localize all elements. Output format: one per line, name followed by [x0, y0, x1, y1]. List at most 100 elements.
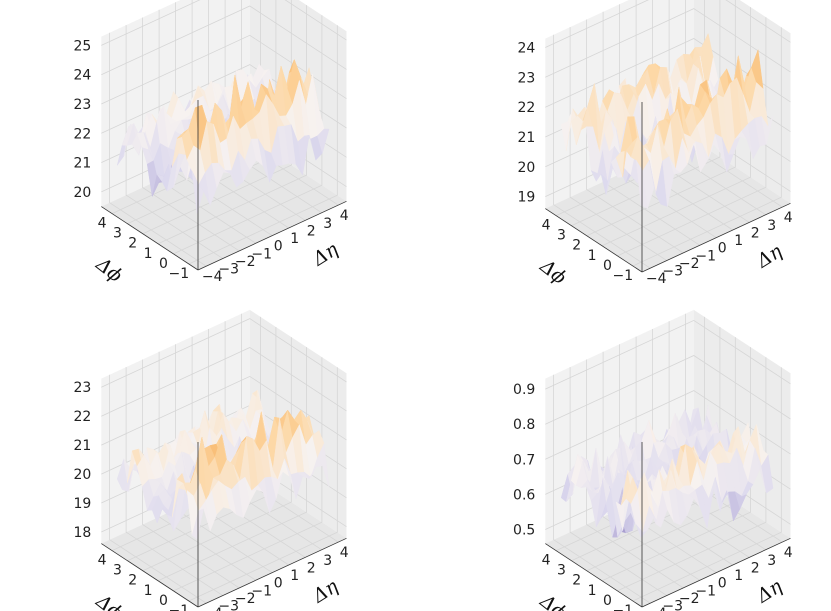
x-axis-label: Δη [752, 575, 786, 608]
x-tick-label: 0 [718, 576, 727, 592]
y-axis-line [545, 543, 643, 608]
y-tick-label: 2 [128, 236, 137, 252]
y-tick-label: 2 [572, 573, 581, 589]
gridline-x [125, 25, 224, 259]
surface-facet [317, 128, 330, 154]
gridline-y [601, 7, 751, 247]
gridline-y [617, 357, 767, 592]
gridline-y [157, 347, 308, 582]
z-tick-label: 24 [517, 41, 535, 57]
z-tick-label: 18 [73, 525, 91, 541]
gridline-y [173, 15, 323, 255]
x-tick-label: 1 [290, 231, 299, 247]
gridline-y [617, 17, 767, 257]
x-axis-line [641, 202, 791, 273]
gridline-x [602, 351, 701, 581]
z-tick-label: 0.8 [513, 417, 535, 433]
z-tick-label: 20 [73, 185, 91, 201]
gridline-x [142, 359, 240, 589]
y-tick-label: 0 [603, 258, 612, 274]
z-tick-label: 22 [73, 409, 91, 425]
x-tick-label: 1 [734, 233, 743, 249]
x-tick-label: −4 [646, 271, 667, 287]
gridline-z [545, 355, 791, 425]
gridline-z [101, 375, 347, 446]
gridline-z [101, 34, 347, 105]
y-tick-label: 4 [98, 216, 107, 232]
x-tick-label: −4 [202, 606, 223, 611]
x-axis-line [197, 200, 347, 271]
x-tick-label: 3 [767, 553, 776, 569]
x-tick-label: 1 [734, 568, 743, 584]
y-axis-label: Δϕ [535, 255, 570, 289]
x-tick-label: −2 [235, 254, 256, 270]
x-tick-label: 4 [784, 545, 793, 561]
x-tick-label: 2 [307, 223, 316, 239]
y-tick-label: −1 [612, 268, 633, 284]
gridline-z [101, 318, 347, 388]
z-tick-label: 0.9 [513, 382, 535, 398]
x-tick-label: 1 [290, 568, 299, 584]
x-tick-label: 0 [718, 241, 727, 257]
y-tick-label: 4 [98, 553, 107, 569]
z-tick-label: 22 [73, 126, 91, 142]
y-tick-label: 2 [572, 238, 581, 254]
y-tick-label: 0 [159, 256, 168, 272]
z-tick-label: 21 [73, 438, 91, 454]
z-tick-label: 24 [73, 68, 91, 84]
gridline-x [586, 19, 684, 254]
x-tick-label: −4 [202, 269, 223, 285]
z-tick-label: 21 [73, 156, 91, 172]
gridline-y [142, 337, 292, 572]
z-tick-label: 23 [73, 97, 91, 113]
z-tick-label: 20 [517, 160, 535, 176]
x-tick-label: −3 [218, 262, 239, 278]
x-tick-label: 2 [307, 560, 316, 576]
x-axis-label: Δη [752, 240, 786, 273]
x-tick-label: 2 [751, 225, 760, 241]
x-tick-label: −2 [235, 591, 256, 607]
z-tick-label: 21 [517, 130, 535, 146]
y-axis-label: Δϕ [535, 590, 570, 611]
gridline-y [632, 27, 782, 267]
x-tick-label: 4 [784, 210, 793, 226]
x-tick-label: 3 [323, 553, 332, 569]
y-axis-line [101, 206, 199, 271]
x-tick-label: −3 [662, 264, 683, 280]
gridline-y [571, 0, 721, 227]
y-tick-label: 1 [588, 248, 597, 264]
gridline-x [553, 34, 651, 269]
gridline-y [188, 367, 338, 602]
y-tick-label: 2 [128, 573, 137, 589]
x-tick-label: −2 [679, 256, 700, 272]
z-tick-label: 0.5 [513, 523, 535, 539]
y-tick-label: −1 [168, 266, 189, 282]
x-axis-line [197, 537, 347, 608]
y-axis-label: Δϕ [91, 590, 126, 611]
z-tick-label: 23 [517, 70, 535, 86]
gridline-y [601, 347, 751, 582]
gridline-z [101, 0, 347, 46]
x-tick-label: 4 [340, 545, 349, 561]
x-tick-label: −3 [218, 599, 239, 611]
x-tick-label: −1 [695, 583, 716, 599]
x-tick-label: −1 [251, 246, 272, 262]
gridline-z [545, 319, 791, 390]
z-tick-label: 0.6 [513, 487, 535, 503]
x-tick-label: −1 [251, 583, 272, 599]
x-tick-label: −2 [679, 591, 700, 607]
y-tick-label: 3 [557, 563, 566, 579]
x-tick-label: 3 [323, 216, 332, 232]
gridline-x [142, 17, 240, 252]
x-axis-label: Δη [308, 575, 342, 608]
y-axis-line [101, 543, 199, 608]
gridline-x [125, 367, 224, 596]
z-tick-label: 22 [517, 100, 535, 116]
y-tick-label: 1 [588, 583, 597, 599]
x-tick-label: 4 [340, 208, 349, 224]
